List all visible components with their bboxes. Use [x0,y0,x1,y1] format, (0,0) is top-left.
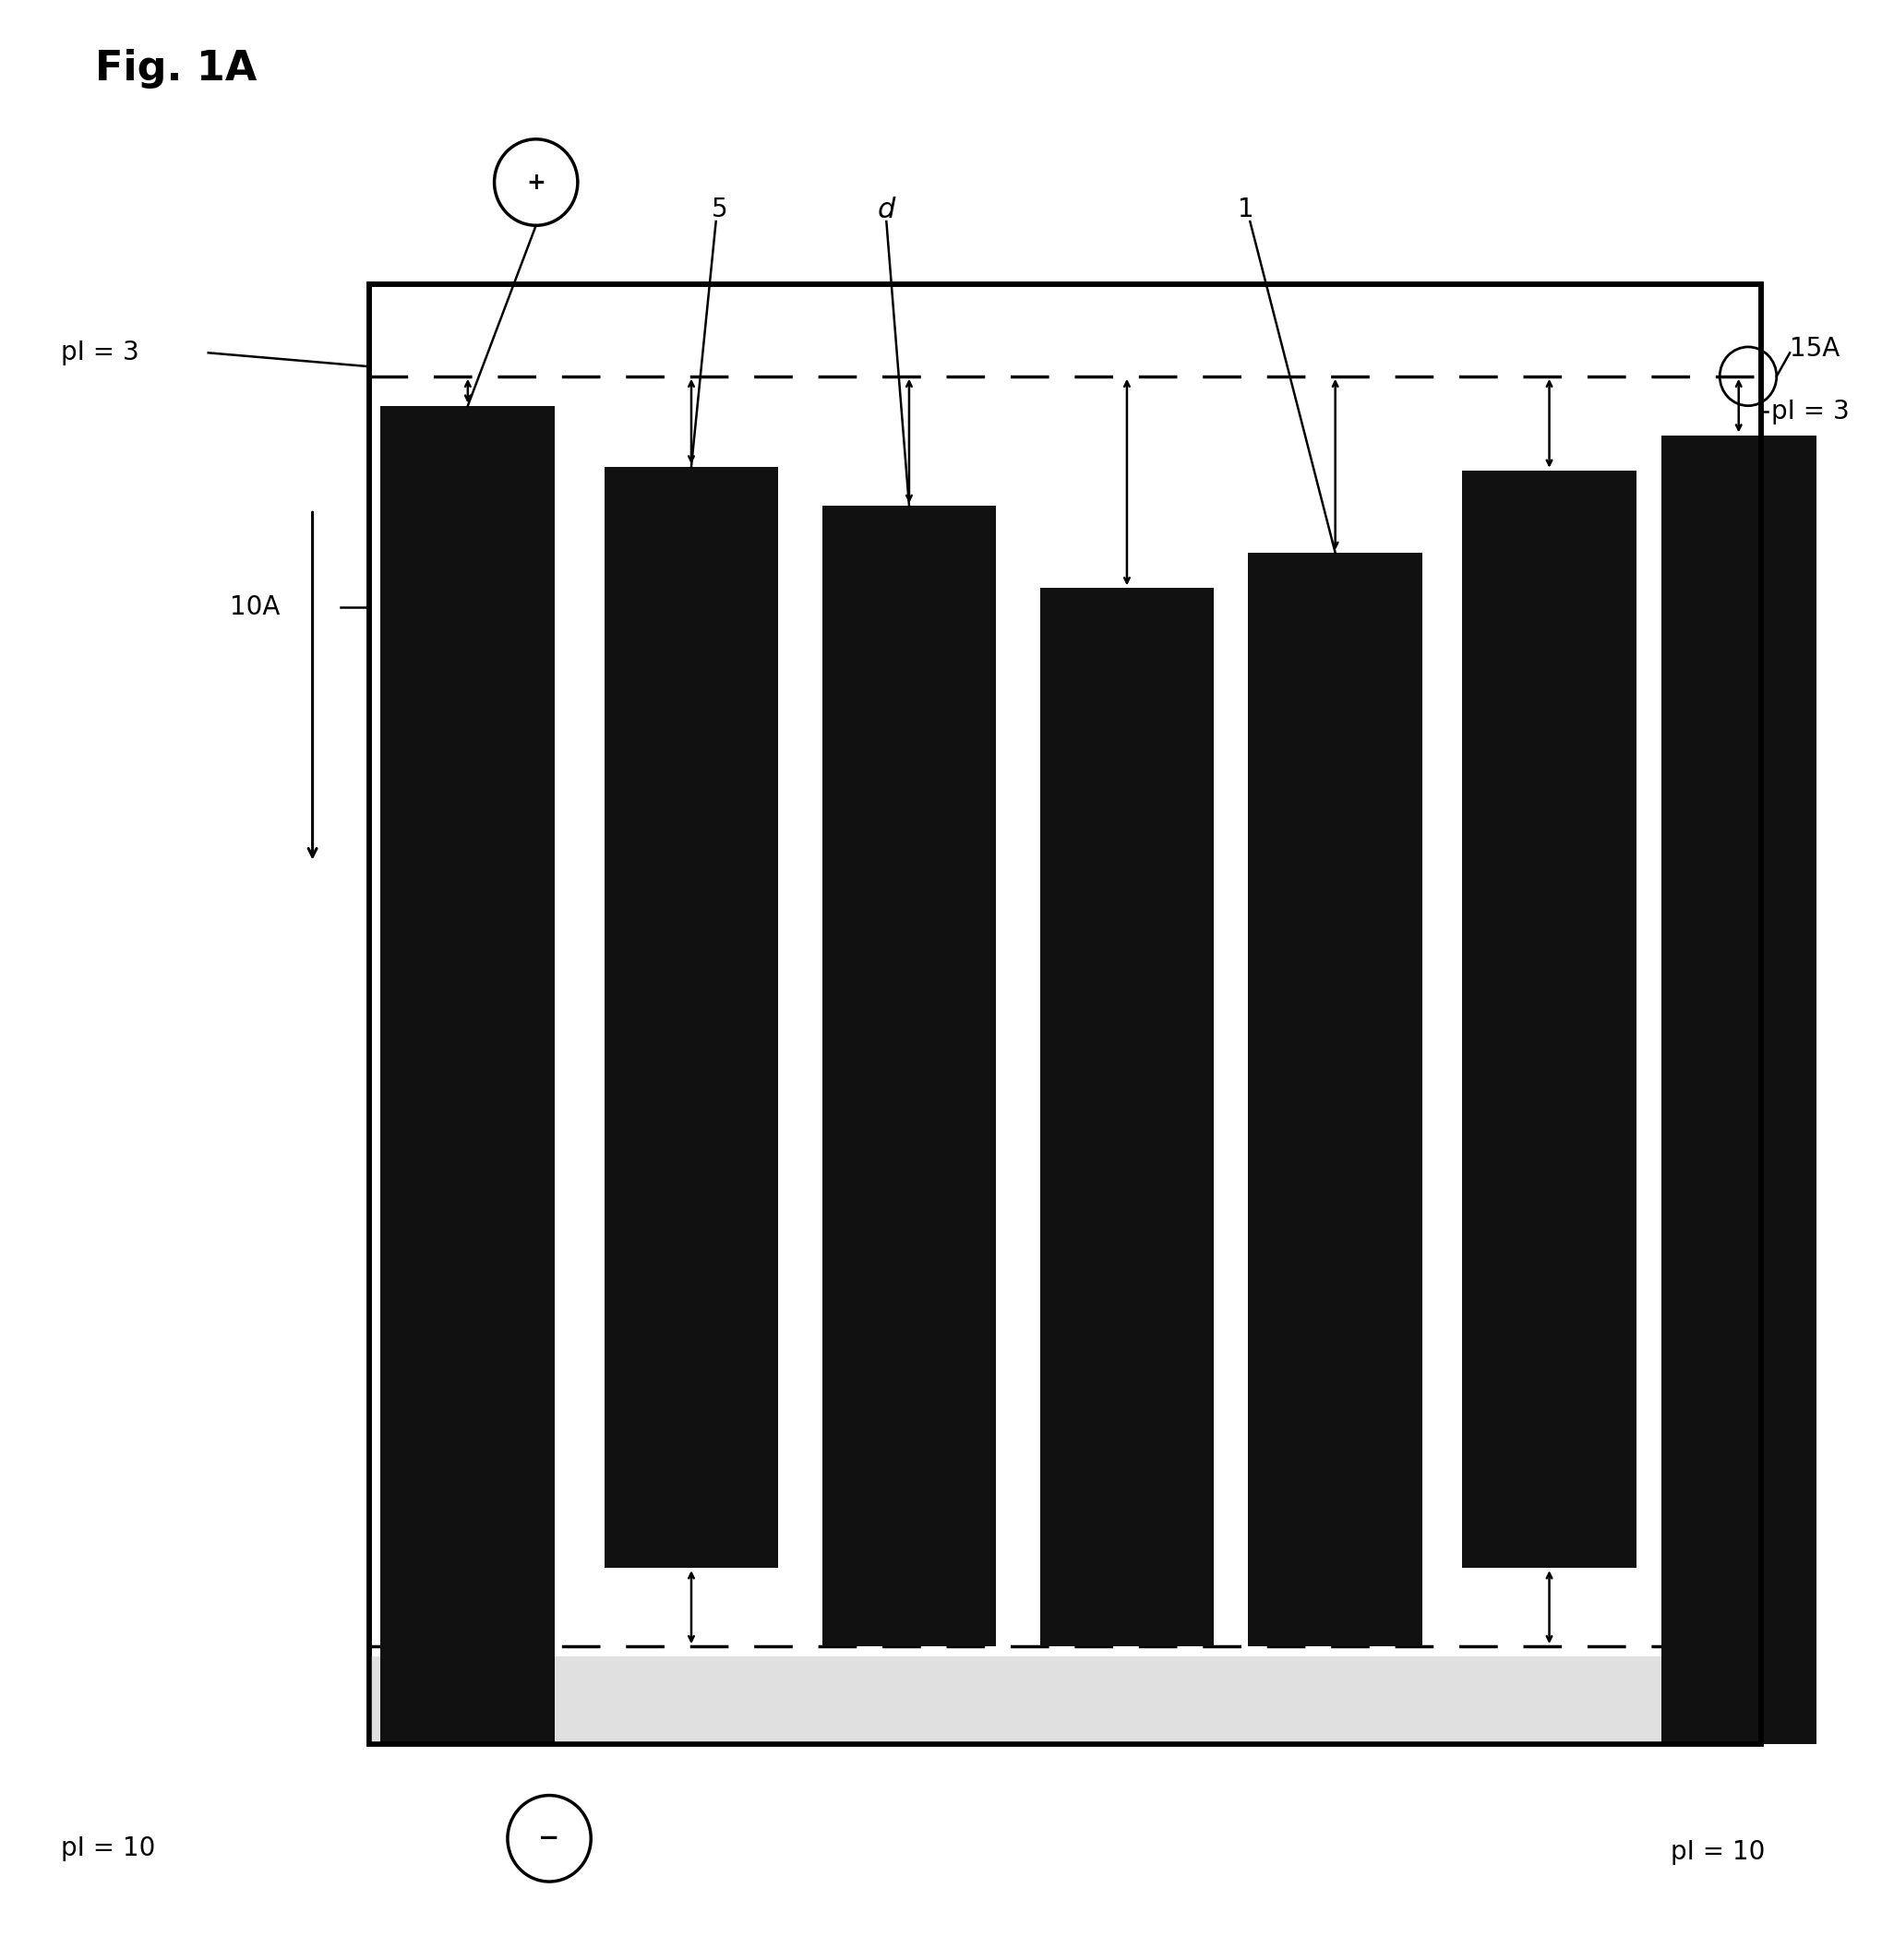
Text: 10A: 10A [231,594,280,621]
Text: −: − [538,1825,561,1852]
Text: Fig. 1A: Fig. 1A [95,49,256,88]
Bar [369,1656,1761,1744]
Text: pI = 10: pI = 10 [1671,1838,1765,1866]
Text: pI = 10: pI = 10 [61,1835,155,1862]
Text: +: + [527,171,545,194]
Text: 15A: 15A [1790,335,1839,363]
Bar [1248,553,1422,1646]
Bar [369,284,1761,1744]
Bar [1661,435,1816,1744]
Bar [1040,588,1214,1646]
Bar [604,466,778,1568]
Bar [1462,470,1636,1568]
Text: pI = 3: pI = 3 [1771,398,1849,425]
Text: d: d [877,196,896,223]
Text: pI = 3: pI = 3 [61,339,138,367]
Bar [369,284,1761,1744]
Bar [381,406,555,1744]
Text: 5: 5 [712,196,727,223]
Bar [822,506,996,1646]
Text: 1: 1 [1239,196,1254,223]
